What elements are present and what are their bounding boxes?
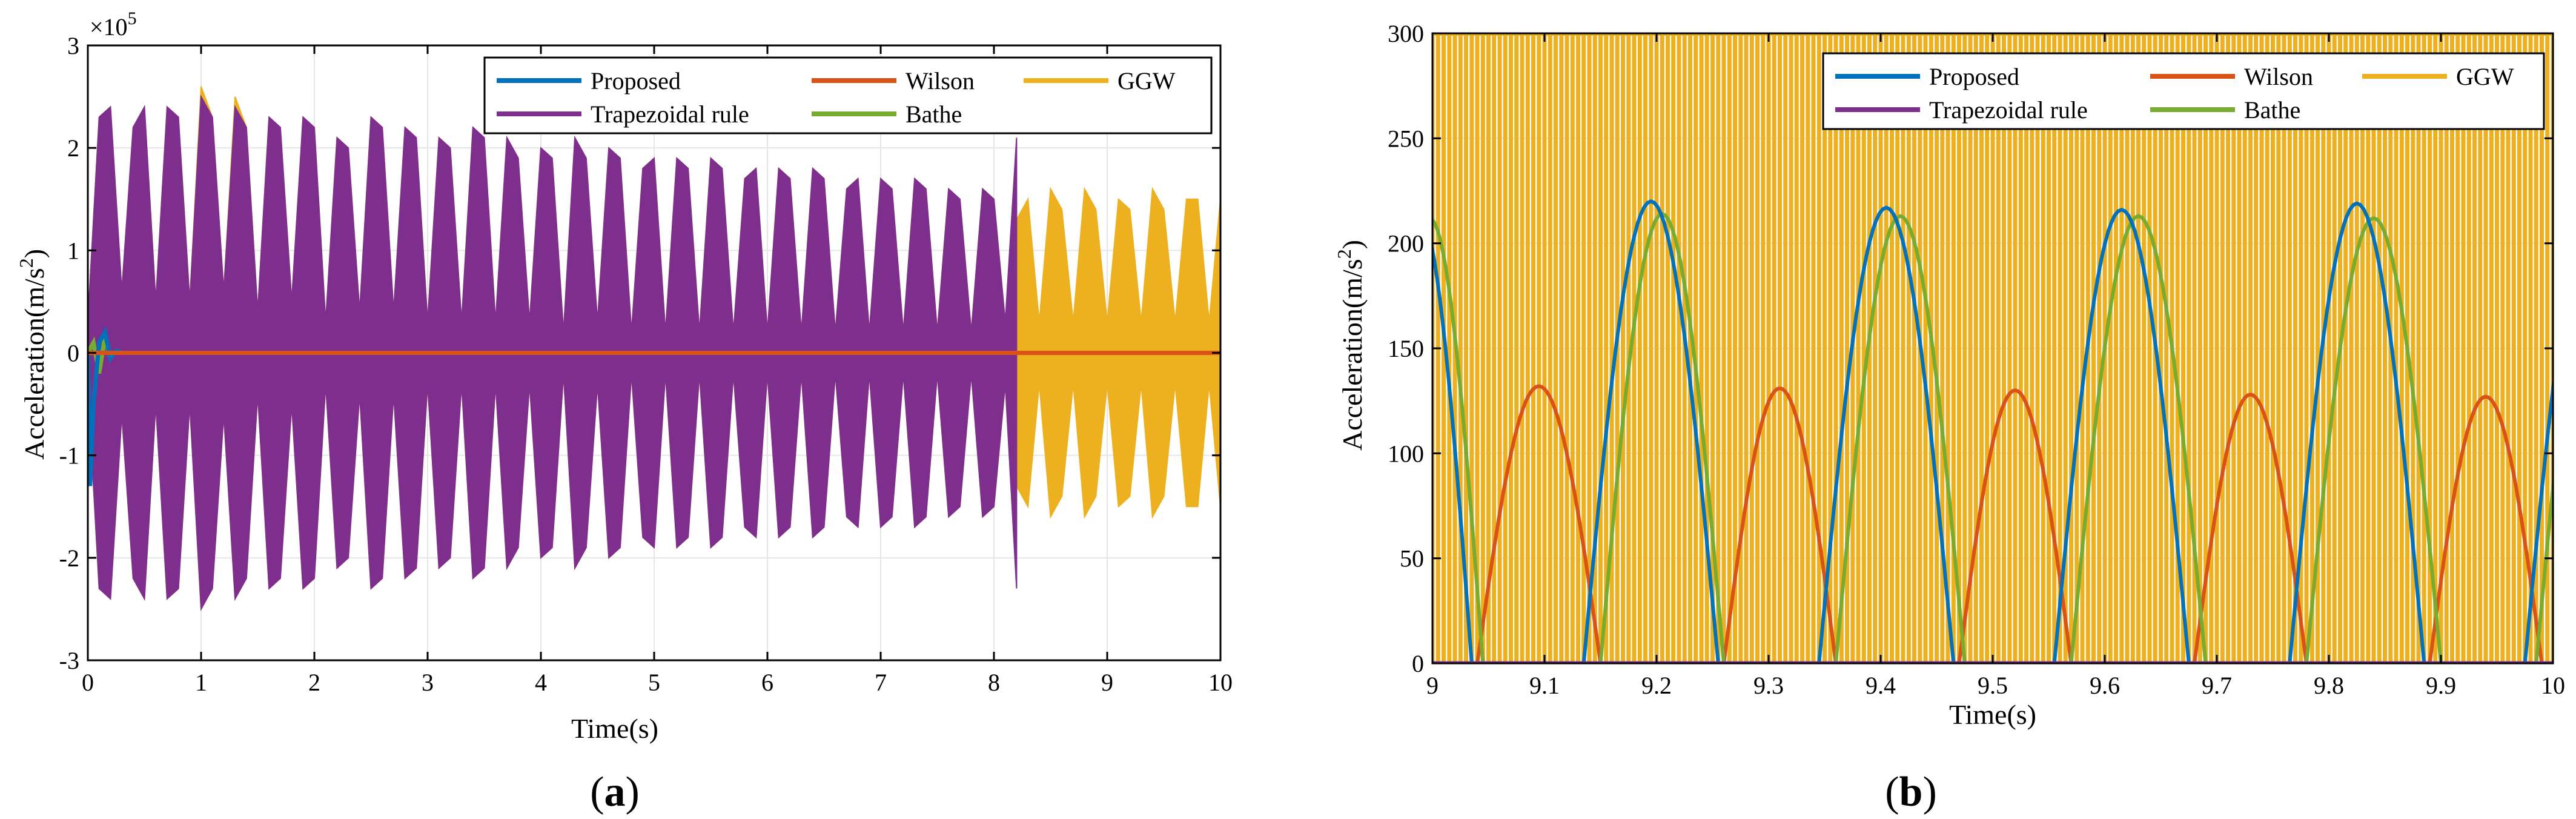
legend-label-trapezoidal: Trapezoidal rule — [591, 101, 749, 128]
x-tick-label: 2 — [308, 669, 320, 696]
panel-b: 9 9.1 9.2 9.3 9.4 9.5 9.6 9.7 9.8 9.9 100501001502… — [1333, 20, 2565, 815]
y-tick-label: 0 — [67, 340, 79, 367]
legend-box — [483, 56, 1213, 134]
panel-a: 0 1 2 3 4 5 6 7 8 9 10 -3 -2 -1 0 1 2 3 Time(s) Accelerat… — [15, 8, 1233, 815]
x-tick-label: 9.9 — [2426, 672, 2456, 699]
y-tick-label: 250 — [1388, 125, 1424, 152]
y-tick-label: 0 — [1412, 650, 1424, 677]
series-bathe-arch — [2305, 216, 2443, 663]
legend-label-proposed: Proposed — [591, 67, 681, 94]
legend-label-bathe: Bathe — [906, 101, 962, 128]
x-tick-label: 8 — [988, 669, 1000, 696]
series-proposed-arch — [2288, 201, 2426, 663]
x-tick-label: 9.7 — [2202, 672, 2232, 699]
series-wilson-arch — [2193, 393, 2308, 663]
legend-label-bathe: Bathe — [2244, 96, 2300, 124]
series-wilson-arch — [1475, 384, 1603, 663]
series-proposed-arch — [1817, 205, 1956, 663]
y-tick-label: 100 — [1388, 440, 1424, 467]
panel-b-legend: Proposed Wilson GGW Trapezoidal rule Bathe — [1822, 52, 2545, 130]
series-wilson-arch — [1722, 386, 1838, 663]
x-tick-label: 9.4 — [1866, 672, 1896, 699]
x-tick-label: 0 — [82, 669, 94, 696]
x-tick-label: 9.3 — [1753, 672, 1784, 699]
x-tick-label: 9 — [1426, 672, 1439, 699]
x-tick-label: 9.5 — [1978, 672, 2008, 699]
legend-label-ggw: GGW — [1117, 67, 1176, 94]
x-tick-label: 9.8 — [2314, 672, 2344, 699]
x-tick-label: 9 — [1101, 669, 1113, 696]
panel-a-y-axis-label: Acceleration(m/s2) — [15, 249, 50, 460]
x-tick-label: 3 — [422, 669, 434, 696]
y-tick-label: -3 — [59, 647, 79, 674]
y-tick-label: 1 — [67, 237, 79, 264]
y-tick-label: 150 — [1388, 335, 1424, 362]
y-tick-label: 50 — [1400, 545, 1424, 572]
series-proposed-arch — [1432, 240, 1474, 663]
y-tick-label: 200 — [1388, 230, 1424, 257]
legend-label-wilson: Wilson — [906, 67, 975, 94]
y-tick-label: 300 — [1388, 20, 1424, 47]
series-bathe-arch — [2069, 214, 2208, 663]
series-bathe-arch — [1834, 214, 1967, 663]
legend-label-wilson: Wilson — [2244, 63, 2313, 90]
panel-a-series — [88, 86, 1220, 611]
panel-b-y-axis-label: Acceleration(m/s2) — [1333, 240, 1368, 451]
panel-a-legend: Proposed Wilson GGW Trapezoidal rule Bathe — [483, 56, 1213, 134]
panel-b-ticks: 9 9.1 9.2 9.3 9.4 9.5 9.6 9.7 9.8 9.9 100501001502… — [1388, 20, 2565, 699]
panel-a-x-axis-label: Time(s) — [571, 713, 658, 744]
x-tick-label: 9.6 — [2090, 672, 2120, 699]
y-tick-label: 2 — [67, 134, 79, 162]
panel-b-x-axis-label: Time(s) — [1949, 699, 2036, 730]
x-tick-label: 9.1 — [1529, 672, 1560, 699]
series-proposed-arch — [2523, 373, 2553, 663]
panel-b-label: (b) — [1885, 769, 1937, 815]
legend-box — [1822, 52, 2545, 130]
legend-label-ggw: GGW — [2456, 63, 2514, 90]
x-tick-label: 5 — [648, 669, 660, 696]
panel-a-y-exponent: ×105 — [90, 8, 137, 41]
panel-a-ticks: 0 1 2 3 4 5 6 7 8 9 10 -3 -2 -1 0 1 2 3 — [59, 32, 1233, 696]
x-tick-label: 7 — [875, 669, 887, 696]
x-tick-label: 4 — [535, 669, 547, 696]
y-tick-label: -1 — [59, 442, 79, 469]
series-bathe-arch — [1432, 217, 1485, 663]
x-tick-label: 10 — [1208, 669, 1233, 696]
panel-a-label: (a) — [590, 769, 640, 815]
panel-b-series — [1432, 33, 2553, 663]
x-tick-label: 9.2 — [1641, 672, 1672, 699]
series-wilson-arch — [2428, 394, 2544, 663]
y-tick-label: 3 — [67, 32, 79, 59]
x-tick-label: 1 — [195, 669, 207, 696]
series-proposed-arch — [2052, 207, 2191, 663]
y-tick-label: -2 — [59, 545, 79, 572]
series-wilson-arch — [1957, 388, 2073, 663]
legend-label-proposed: Proposed — [1929, 63, 2019, 90]
x-tick-label: 10 — [2541, 672, 2565, 699]
x-tick-label: 6 — [761, 669, 773, 696]
legend-label-trapezoidal: Trapezoidal rule — [1929, 96, 2088, 124]
series-proposed-arch — [1581, 199, 1720, 663]
